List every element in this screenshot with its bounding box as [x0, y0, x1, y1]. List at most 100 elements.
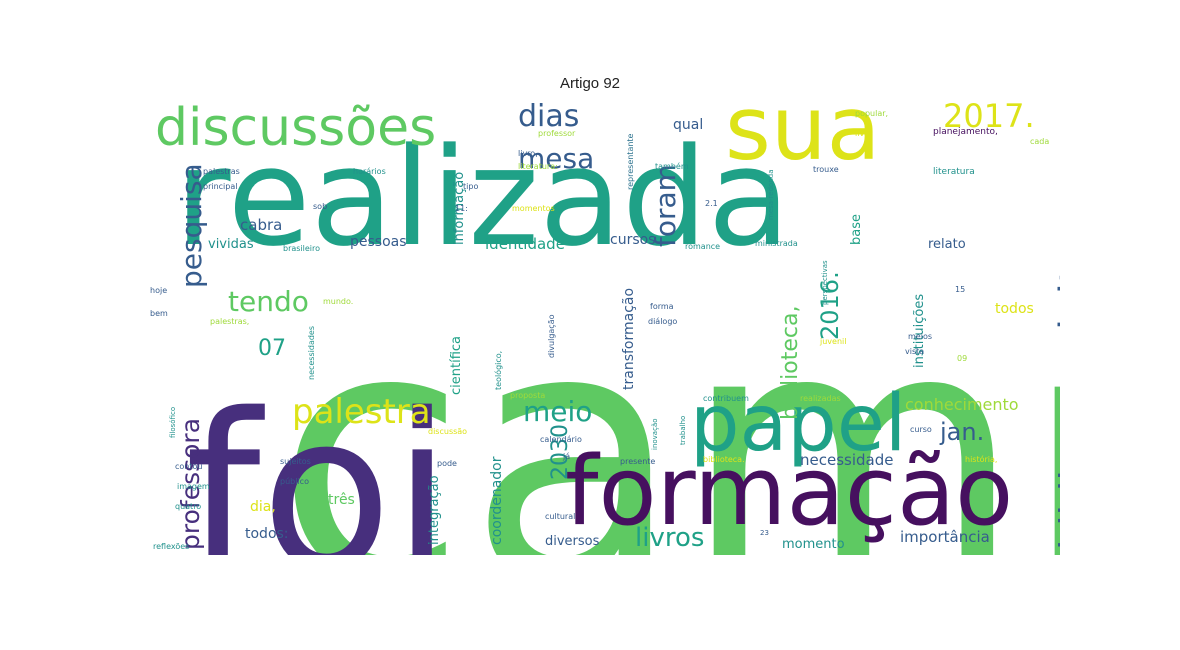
- cloud-word: bem: [150, 309, 168, 318]
- cloud-word: biblioteca,: [778, 305, 803, 420]
- cloud-word: bibliotecas: [1052, 344, 1060, 550]
- cloud-word: base: [849, 214, 864, 245]
- cloud-word: palestras,: [210, 317, 250, 326]
- cloud-word: literatura:: [518, 162, 558, 171]
- cloud-word: importância: [900, 528, 990, 546]
- cloud-word: história,: [965, 455, 998, 464]
- cloud-word: sob: [313, 202, 328, 211]
- cloud-word: pode: [437, 459, 457, 468]
- cloud-word: cursos: [610, 232, 656, 248]
- cloud-word: realizadas: [800, 394, 841, 403]
- cloud-word: foram: [649, 164, 682, 247]
- cloud-word: 15: [955, 285, 966, 294]
- cloud-word: forma: [650, 302, 674, 311]
- cloud-word: campus: [275, 253, 1060, 555]
- cloud-word: instituições: [912, 293, 927, 368]
- cloud-word: coordenador: [489, 456, 505, 546]
- cloud-word: integração: [427, 475, 442, 545]
- cloud-word: discussões: [155, 100, 437, 158]
- cloud-word: já: [563, 452, 571, 461]
- cloud-word: mundo.: [323, 297, 354, 306]
- cloud-word: contou: [175, 462, 203, 471]
- cloud-word: reflexões: [153, 542, 190, 551]
- cloud-word: cada: [1030, 137, 1050, 146]
- cloud-word: qual: [673, 117, 704, 133]
- cloud-word: palestras: [203, 167, 240, 176]
- cloud-word: calendário: [540, 435, 582, 444]
- cloud-word: presente: [620, 457, 656, 466]
- cloud-word: foi: [185, 367, 452, 555]
- cloud-word: teológico,: [494, 350, 503, 390]
- cloud-word: 2017.: [943, 100, 1035, 135]
- cloud-word: livre: [855, 129, 873, 138]
- cloud-word: pesquisa: [175, 163, 208, 288]
- cloud-word: principal: [203, 182, 238, 191]
- cloud-word: todos: [995, 301, 1034, 317]
- cloud-word: livros: [635, 523, 705, 553]
- cloud-word: livro,: [518, 149, 538, 158]
- cloud-word: relato: [928, 237, 966, 252]
- cloud-word: hoje: [150, 286, 168, 295]
- cloud-word: planejamento,: [933, 127, 998, 137]
- cloud-word: ministrada: [755, 239, 798, 248]
- cloud-word: romance: [685, 242, 721, 251]
- cloud-word: transformação: [621, 287, 637, 390]
- cloud-word: científica: [449, 335, 464, 395]
- cloud-word: dias: [518, 100, 580, 134]
- cloud-word: representante: [626, 133, 635, 190]
- cloud-word: meio: [523, 395, 593, 428]
- cloud-word: cabra: [240, 216, 283, 234]
- cloud-word: 09: [957, 354, 968, 363]
- cloud-word: curso: [910, 425, 932, 434]
- cloud-word: momento: [782, 537, 845, 552]
- cloud-word: pessoas: [350, 234, 407, 250]
- cloud-word: diversos: [545, 534, 600, 549]
- cloud-word: filosófico: [169, 406, 177, 438]
- cloud-word: público: [280, 477, 309, 486]
- cloud-word: 07: [258, 336, 286, 361]
- cloud-word: realizada: [175, 119, 791, 276]
- cloud-word: quatro: [175, 502, 202, 511]
- cloud-word: também: [655, 162, 689, 171]
- cloud-word: contribuem: [703, 394, 749, 403]
- cloud-word: formação: [565, 437, 1014, 547]
- cloud-word: divulgação: [547, 314, 556, 358]
- cloud-word: tipo: [463, 182, 479, 191]
- cloud-word: 2.1: [705, 199, 718, 208]
- cloud-word: trabalho: [679, 415, 687, 445]
- cloud-word: necessidades: [307, 325, 316, 380]
- cloud-word: três: [328, 492, 355, 508]
- cloud-word: momentos: [512, 204, 555, 213]
- cloud-word: 11:: [455, 204, 468, 213]
- cloud-word: palestra: [292, 392, 431, 432]
- cloud-word: tendo: [228, 285, 309, 318]
- cloud-word: brasileiro: [283, 244, 321, 253]
- cloud-word: discussão: [428, 427, 468, 436]
- cloud-word: inovação: [651, 418, 659, 450]
- cloud-word: meios: [908, 332, 932, 341]
- cloud-word: sujeitos: [280, 457, 311, 466]
- cloud-word: mesa-redonda: [767, 169, 775, 220]
- cloud-word: vividas: [208, 237, 254, 252]
- cloud-word: todos:: [245, 526, 289, 542]
- cloud-word: jan.: [940, 418, 985, 446]
- cloud-word: mesa: [518, 142, 595, 175]
- cloud-word: identidade: [485, 235, 565, 253]
- cloud-word: leitura: [1052, 201, 1060, 330]
- cloud-word: proposta: [510, 391, 546, 400]
- cloud-word: imagem: [177, 482, 210, 491]
- cloud-word: cultural: [545, 512, 576, 521]
- cloud-word: trouxe: [813, 165, 839, 174]
- cloud-word: necessidade: [800, 451, 894, 469]
- cloud-word: popular,: [855, 109, 889, 118]
- cloud-word: diálogo: [648, 317, 678, 326]
- cloud-word: literatura: [933, 167, 975, 177]
- cloud-word: perspectivas: [821, 260, 829, 305]
- cloud-word: papel: [690, 379, 907, 469]
- cloud-word: professor: [538, 129, 576, 138]
- cloud-word: vista: [905, 347, 925, 356]
- cloud-word: dia,: [250, 499, 276, 515]
- chart-title: Artigo 92: [559, 75, 621, 92]
- cloud-word: conhecimento: [905, 395, 1019, 414]
